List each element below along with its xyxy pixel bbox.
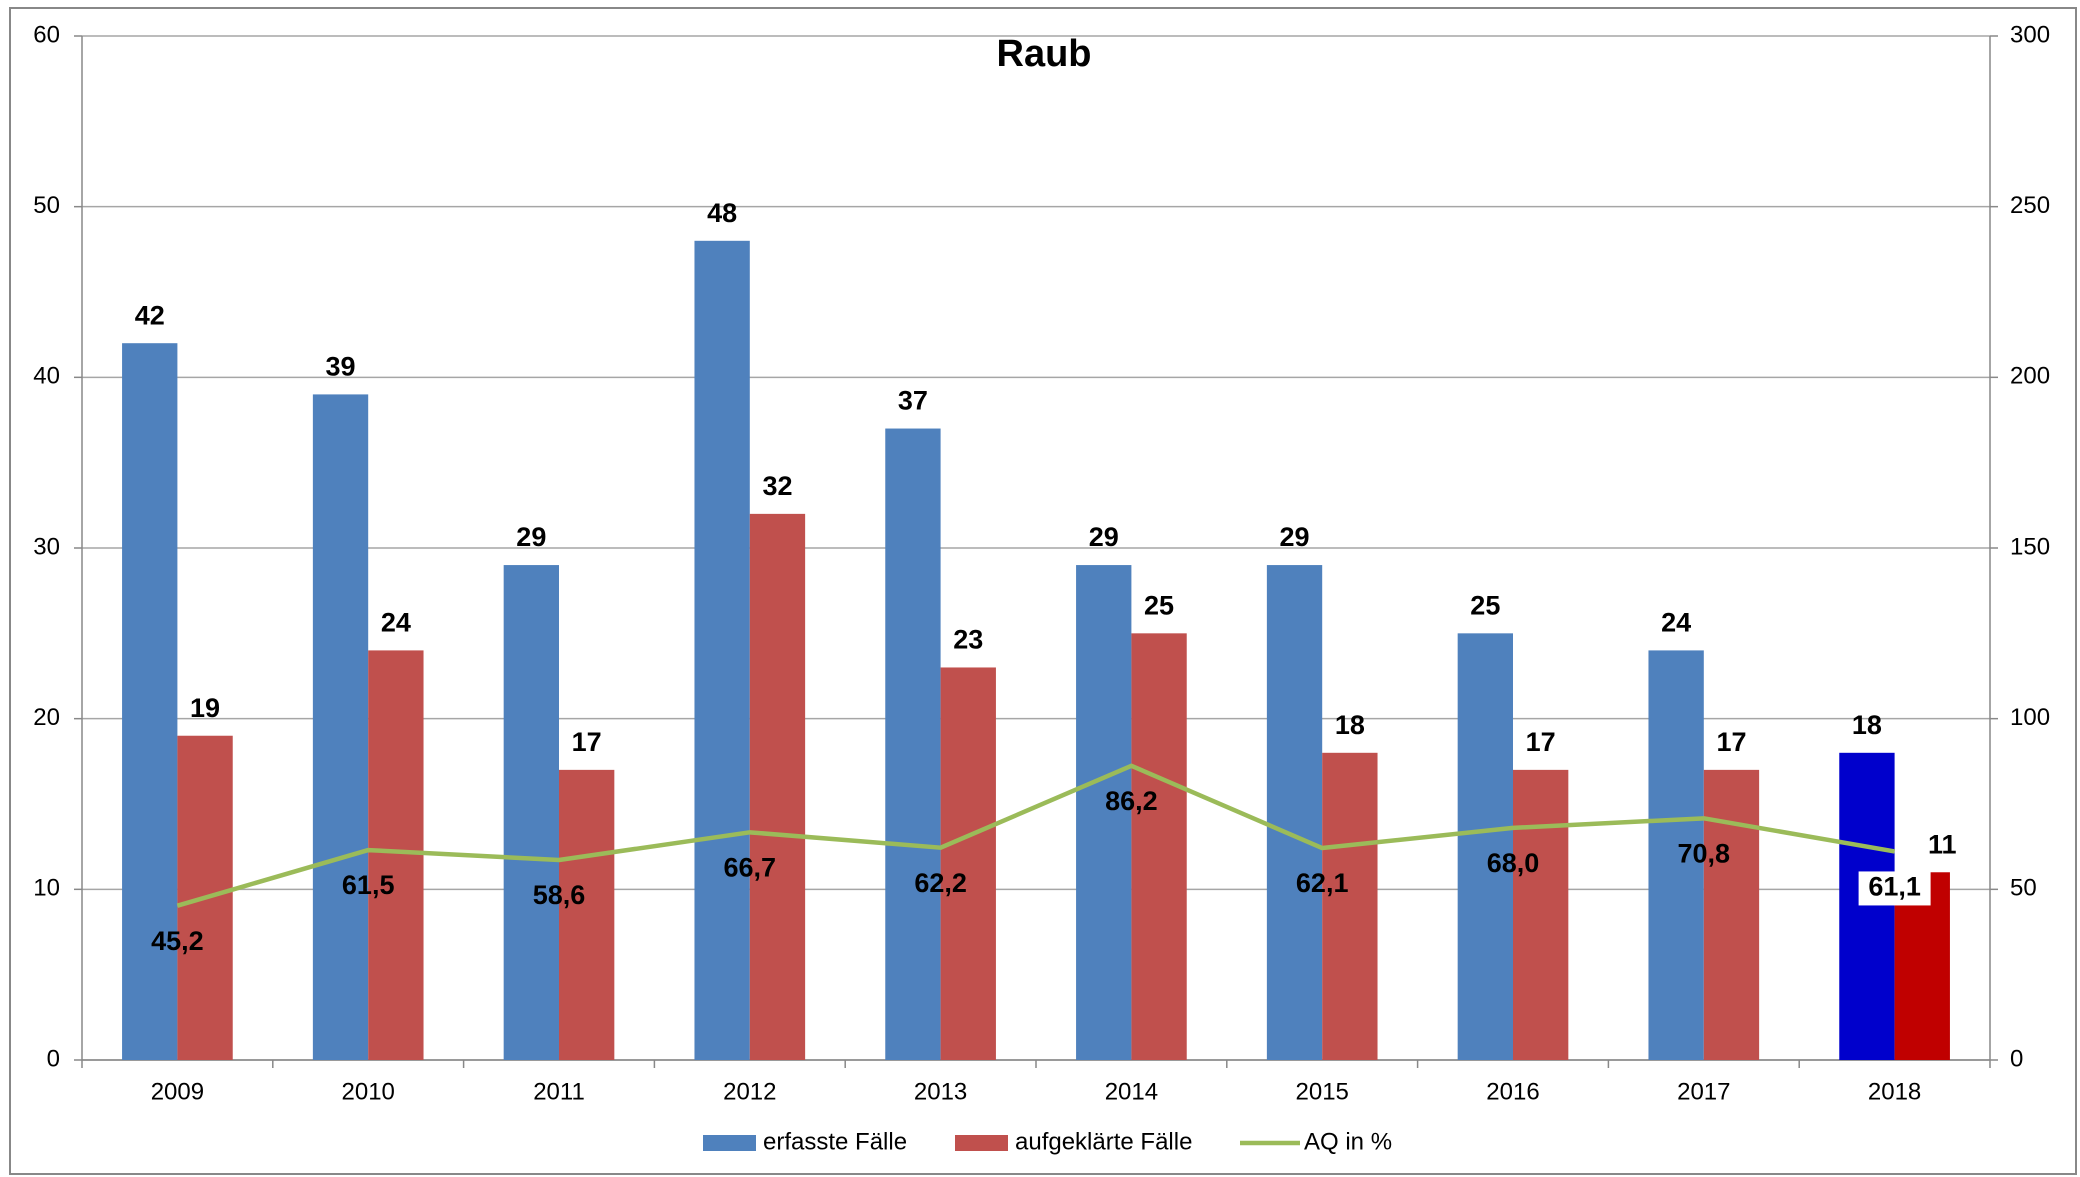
x-tick-label: 2014 [1105, 1078, 1158, 1105]
data-label: 11 [1928, 829, 1957, 859]
bar [1457, 633, 1513, 1060]
data-label: 18 [1335, 710, 1365, 740]
data-label: 29 [1280, 522, 1310, 552]
data-label: 23 [953, 625, 983, 655]
data-label: 66,7 [724, 852, 777, 882]
bar [1513, 769, 1569, 1060]
x-tick-label: 2012 [723, 1078, 776, 1105]
data-label: 17 [572, 727, 602, 757]
data-label: 37 [898, 386, 928, 416]
y2-tick-label: 50 [2010, 875, 2037, 902]
bar [885, 428, 941, 1060]
y2-tick-label: 250 [2010, 192, 2050, 219]
bar [368, 650, 424, 1060]
data-label: 70,8 [1678, 838, 1731, 868]
y-tick-label: 30 [33, 533, 60, 560]
data-label: 42 [135, 300, 165, 330]
data-label: 39 [326, 352, 356, 382]
legend-label: AQ in % [1304, 1128, 1392, 1155]
y-tick-label: 0 [47, 1045, 60, 1072]
bar [122, 343, 178, 1060]
x-tick-label: 2009 [151, 1078, 204, 1105]
x-tick-label: 2016 [1486, 1078, 1539, 1105]
data-label: 25 [1144, 590, 1174, 620]
y2-tick-label: 150 [2010, 533, 2050, 560]
bar [1839, 752, 1895, 1060]
x-tick-label: 2017 [1677, 1078, 1730, 1105]
y-tick-label: 40 [33, 363, 60, 390]
data-label: 25 [1470, 590, 1500, 620]
y2-tick-label: 200 [2010, 363, 2050, 390]
y-tick-label: 50 [33, 192, 60, 219]
data-label: 17 [1526, 727, 1556, 757]
data-label: 86,2 [1105, 786, 1158, 816]
data-label: 48 [707, 198, 737, 228]
x-tick-label: 2011 [533, 1078, 585, 1105]
data-label: 45,2 [151, 926, 204, 956]
bar [1322, 752, 1378, 1060]
bar [940, 667, 996, 1060]
bar [312, 394, 369, 1060]
line [176, 763, 1895, 908]
label-box [1858, 871, 1931, 906]
bar [503, 565, 559, 1060]
data-label: 19 [190, 693, 220, 723]
x-tick-label: 2015 [1296, 1078, 1349, 1105]
data-label: 29 [516, 522, 546, 552]
bar [749, 513, 806, 1060]
bar [1131, 633, 1187, 1060]
data-label: 62,1 [1296, 868, 1349, 898]
data-label: 58,6 [533, 880, 586, 910]
data-label: 18 [1852, 710, 1882, 740]
bar [1648, 650, 1704, 1060]
legend-label: aufgeklärte Fälle [1015, 1128, 1192, 1155]
y-tick-label: 20 [33, 704, 60, 731]
data-label: 62,2 [914, 868, 967, 898]
data-label: 24 [381, 608, 411, 638]
bar [694, 240, 750, 1061]
bar [1703, 769, 1760, 1060]
bar [1266, 565, 1323, 1060]
y2-tick-label: 0 [2010, 1045, 2023, 1072]
data-label: 61,5 [342, 870, 395, 900]
data-label: 61,1 [1868, 872, 1921, 902]
legend-swatch [955, 1135, 1008, 1151]
bar [1076, 565, 1132, 1060]
y2-tick-label: 300 [2010, 21, 2050, 48]
legend-swatch [703, 1135, 756, 1151]
x-tick-label: 2013 [914, 1078, 967, 1105]
data-label: 32 [762, 471, 792, 501]
y-tick-label: 10 [33, 875, 60, 902]
legend-label: erfasste Fälle [763, 1128, 907, 1155]
y-tick-label: 60 [33, 21, 60, 48]
bar [559, 769, 615, 1060]
data-label: 24 [1661, 608, 1691, 638]
data-label: 68,0 [1487, 848, 1540, 878]
data-label: 29 [1089, 522, 1119, 552]
x-tick-label: 2010 [342, 1078, 395, 1105]
data-label: 17 [1716, 727, 1746, 757]
chart-title: Raub [997, 33, 1092, 75]
x-tick-label: 2018 [1868, 1078, 1921, 1105]
y2-tick-label: 100 [2010, 704, 2050, 731]
